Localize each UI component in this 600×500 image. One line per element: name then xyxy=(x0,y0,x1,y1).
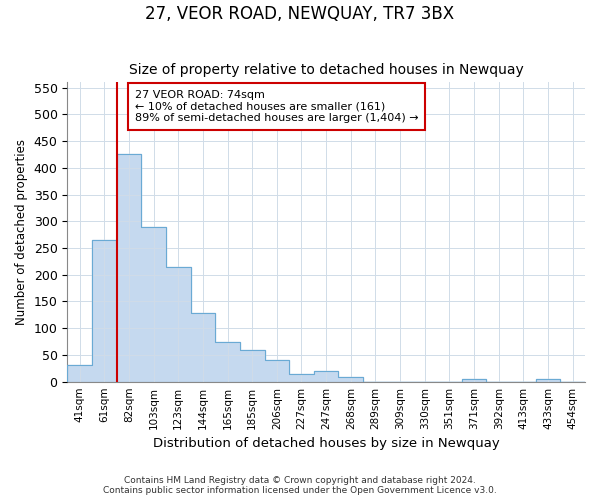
Text: 27, VEOR ROAD, NEWQUAY, TR7 3BX: 27, VEOR ROAD, NEWQUAY, TR7 3BX xyxy=(145,5,455,23)
Polygon shape xyxy=(67,154,585,382)
Title: Size of property relative to detached houses in Newquay: Size of property relative to detached ho… xyxy=(129,63,524,77)
Text: Contains HM Land Registry data © Crown copyright and database right 2024.
Contai: Contains HM Land Registry data © Crown c… xyxy=(103,476,497,495)
X-axis label: Distribution of detached houses by size in Newquay: Distribution of detached houses by size … xyxy=(153,437,500,450)
Y-axis label: Number of detached properties: Number of detached properties xyxy=(15,139,28,325)
Text: 27 VEOR ROAD: 74sqm
← 10% of detached houses are smaller (161)
89% of semi-detac: 27 VEOR ROAD: 74sqm ← 10% of detached ho… xyxy=(134,90,418,123)
